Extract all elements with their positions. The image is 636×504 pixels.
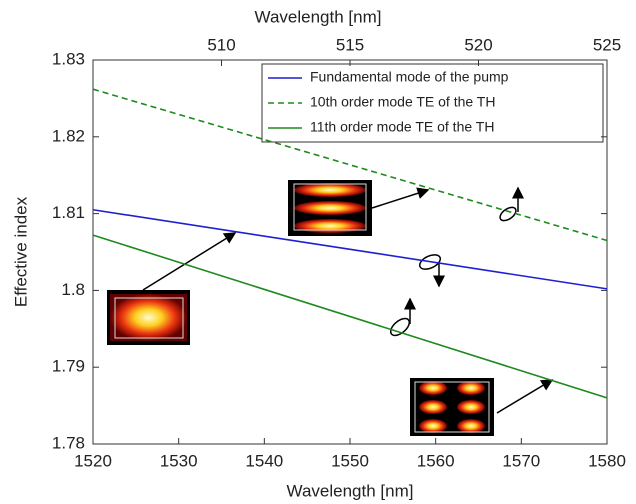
annotation-arrows <box>142 186 554 414</box>
x-tick-label: 1570 <box>502 451 540 470</box>
x-tick-label: 1580 <box>588 451 626 470</box>
series-line <box>92 234 608 399</box>
mode-inset <box>288 180 372 236</box>
mode-inset <box>107 290 190 345</box>
x2-tick-label: 510 <box>207 35 235 54</box>
y-tick-label: 1.83 <box>52 49 85 68</box>
legend-label: 10th order mode TE of the TH <box>310 94 495 110</box>
x-tick-label: 1520 <box>74 451 112 470</box>
legend: Fundamental mode of the pump 10th order m… <box>261 63 604 143</box>
y-tick-label: 1.79 <box>52 357 85 376</box>
x2-tick-label: 525 <box>593 35 621 54</box>
mode-inset <box>410 378 494 436</box>
series-line <box>92 208 608 290</box>
x2-tick-label: 515 <box>336 35 364 54</box>
y-tick-label: 1.78 <box>52 433 85 452</box>
y-axis-label: Effective index <box>11 196 30 307</box>
x-tick-label: 1540 <box>245 451 283 470</box>
legend-label: 11th order mode TE of the TH <box>310 119 494 135</box>
y-tick-label: 1.8 <box>61 280 85 299</box>
y-tick-label: 1.81 <box>52 203 85 222</box>
y-tick-label: 1.82 <box>52 126 85 145</box>
legend-label: Fundamental mode of the pump <box>310 69 509 85</box>
x-tick-label: 1530 <box>160 451 198 470</box>
x-axis-label: Wavelength [nm] <box>287 481 414 500</box>
x2-tick-label: 520 <box>464 35 492 54</box>
x-tick-label: 1560 <box>417 451 455 470</box>
x-tick-label: 1550 <box>331 451 369 470</box>
x2-axis-label: Wavelength [nm] <box>255 7 382 26</box>
